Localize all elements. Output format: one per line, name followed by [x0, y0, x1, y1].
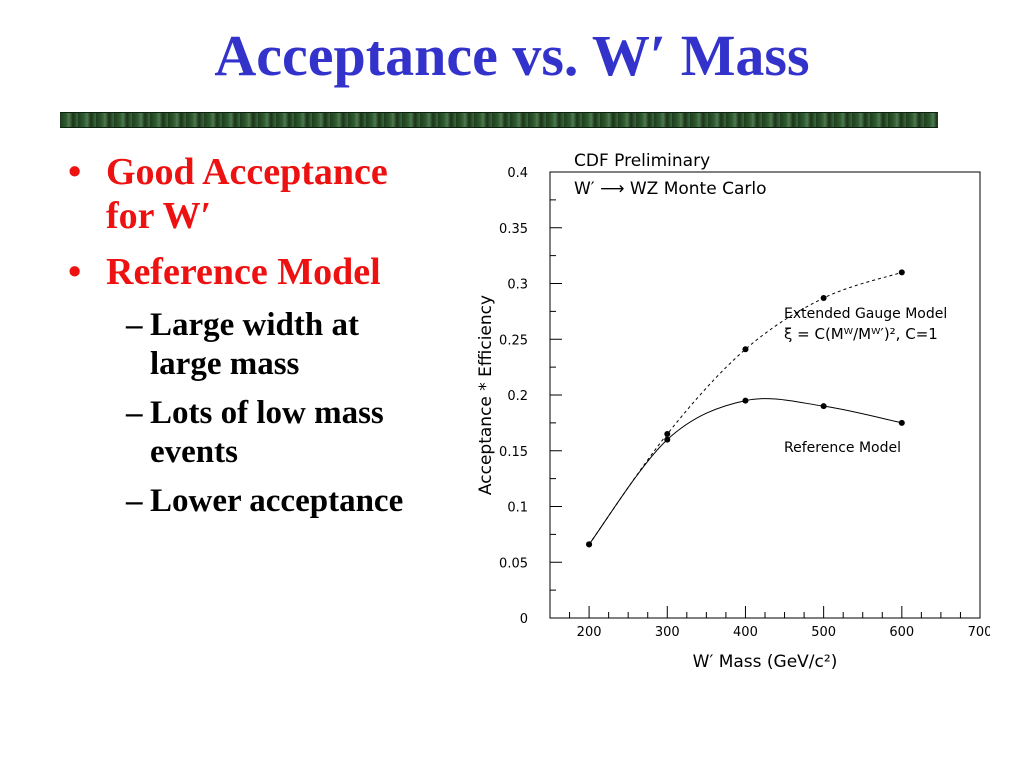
data-point-marker [820, 294, 827, 301]
y-tick-label: 0 [520, 612, 528, 627]
y-tick-label: 0.25 [499, 333, 528, 348]
x-tick-label: 700 [968, 625, 990, 640]
sub-bullet-text: Large width at [150, 307, 359, 343]
y-axis-label: Acceptance * Efficiency [476, 295, 496, 495]
x-tick-label: 400 [733, 625, 758, 640]
y-axis-ticks: 0 0.05 0.1 0.15 0.2 0.25 0.3 0.35 0.4 [499, 166, 562, 627]
bullet-glyph: • [68, 151, 82, 193]
bullet-list: • Good Acceptance for W′ • Reference Mod… [68, 150, 478, 531]
series-markers [586, 269, 905, 548]
extended-model-label: Extended Gauge Model [784, 306, 947, 322]
sub-bullet-text: large mass [150, 346, 300, 382]
data-point-marker [664, 436, 671, 443]
plot-frame [549, 171, 981, 619]
y-tick-label: 0.1 [507, 501, 528, 516]
data-point-marker [898, 419, 905, 426]
bullet-text: for W′ [106, 195, 212, 237]
data-point-marker [586, 541, 593, 548]
y-tick-label: 0.15 [499, 445, 528, 460]
chart-title-line2: W′ ⟶ WZ Monte Carlo [574, 179, 766, 199]
dash-glyph: – [126, 395, 143, 431]
y-tick-label: 0.2 [507, 389, 528, 404]
dash-glyph: – [126, 307, 143, 343]
sub-bullet-text: Lots of low mass [150, 395, 384, 431]
bullet-text: Good Acceptance [106, 151, 388, 193]
data-point-marker [898, 269, 905, 276]
data-point-marker [742, 397, 749, 404]
data-point-marker [820, 403, 827, 410]
sub-bullet-lower-acceptance: – Lower acceptance [68, 482, 478, 521]
x-tick-label: 300 [655, 625, 680, 640]
sub-bullet-text: events [150, 434, 238, 470]
decorative-divider-bar [60, 112, 938, 128]
series-curves [588, 271, 902, 545]
reference-model-label: Reference Model [784, 440, 901, 456]
y-tick-label: 0.4 [507, 166, 528, 181]
sub-bullet-text: Lower acceptance [150, 483, 404, 519]
extended-model-formula: ξ = C(Mᵂ/Mᵂ′)², C=1 [784, 325, 938, 343]
sub-bullet-low-mass-events: – Lots of low mass events [68, 394, 478, 472]
bullet-glyph: • [68, 251, 82, 293]
chart-title-line1: CDF Preliminary [574, 151, 710, 171]
x-axis-label: W′ Mass (GeV/c²) [693, 652, 838, 672]
bullet-reference-model: • Reference Model [68, 250, 478, 294]
data-point-marker [742, 346, 749, 353]
x-tick-label: 200 [577, 625, 602, 640]
x-tick-label: 500 [811, 625, 836, 640]
y-tick-label: 0.05 [499, 556, 528, 571]
y-tick-label: 0.35 [499, 222, 528, 237]
series-line-1 [588, 398, 902, 545]
bullet-good-acceptance: • Good Acceptance for W′ [68, 150, 478, 238]
x-tick-label: 600 [889, 625, 914, 640]
bullet-text: Reference Model [106, 251, 381, 293]
dash-glyph: – [126, 483, 143, 519]
slide-title: Acceptance vs. W′ Mass [214, 23, 810, 88]
x-axis-ticks: 200 300 400 500 600 700 [549, 606, 990, 640]
y-tick-label: 0.3 [507, 278, 528, 293]
sub-bullet-large-width: – Large width at large mass [68, 306, 478, 384]
data-point-marker [664, 431, 671, 438]
acceptance-chart: 0 0.05 0.1 0.15 0.2 0.25 0.3 0.35 0.4 200 300 400 5… [476, 151, 990, 672]
